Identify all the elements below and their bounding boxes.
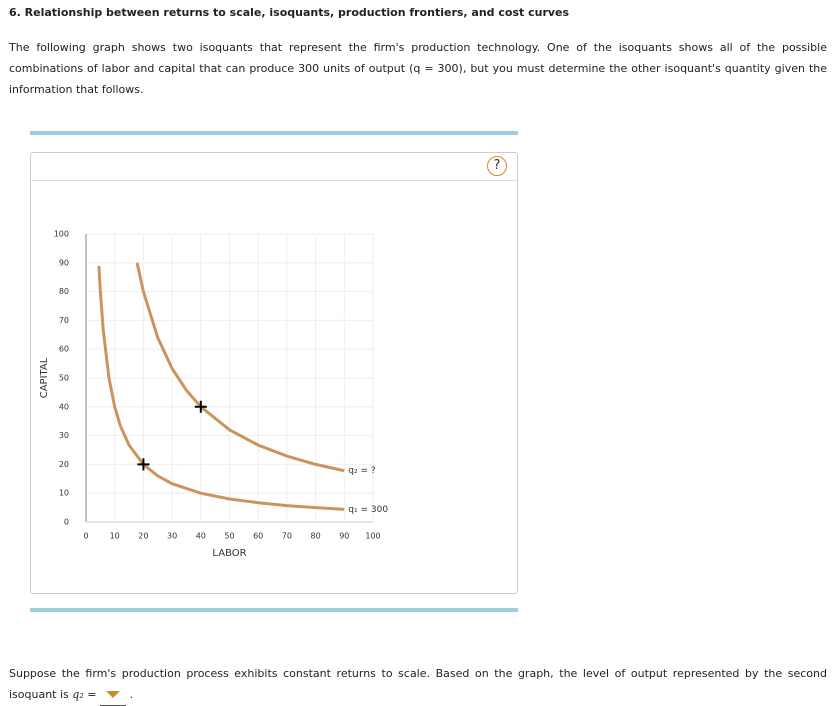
answer-label: q₂ = — [72, 688, 97, 701]
chart: 0 10 20 30 40 50 60 70 80 90 100 0 10 20 30 40 50 60 70 80 9… — [39, 230, 388, 560]
y-tick-label: 0 — [64, 518, 69, 527]
y-tick-label: 40 — [59, 402, 69, 411]
x-tick-label: 90 — [339, 532, 349, 541]
x-tick-label: 100 — [365, 532, 380, 541]
x-tick-label: 0 — [83, 532, 88, 541]
x-tick-label: 40 — [196, 532, 206, 541]
y-tick-label: 90 — [59, 258, 69, 267]
y-tick-label: 80 — [59, 287, 69, 296]
y-tick-label: 60 — [59, 345, 69, 354]
isoquant — [135, 262, 345, 473]
answer-dropdown[interactable] — [99, 684, 126, 706]
graph-panel — [30, 152, 518, 594]
intro-text: The following graph shows two isoquants … — [9, 41, 827, 96]
question-title: 6. Relationship between returns to scale… — [9, 6, 570, 19]
panel-header — [31, 153, 517, 181]
series-label: q₂ = ? — [348, 466, 376, 476]
divider — [30, 131, 518, 135]
isoquant — [97, 265, 345, 511]
x-tick-label: 50 — [224, 532, 234, 541]
x-tick-label: 30 — [167, 532, 177, 541]
x-tick-label: 80 — [311, 532, 321, 541]
divider — [30, 608, 518, 612]
question-body: Suppose the firm's production process ex… — [9, 667, 827, 701]
y-tick-label: 20 — [59, 460, 69, 469]
y-tick-label: 100 — [54, 230, 69, 239]
point-marker — [194, 400, 207, 413]
y-tick-label: 10 — [59, 489, 69, 498]
point-marker — [137, 458, 150, 471]
x-tick-label: 60 — [253, 532, 263, 541]
x-tick-label: 10 — [110, 532, 120, 541]
help-button[interactable]: ? — [487, 156, 507, 176]
y-tick-label: 70 — [59, 316, 69, 325]
x-axis-label: LABOR — [212, 548, 246, 559]
y-tick-label: 50 — [59, 374, 69, 383]
y-axis-label: CAPITAL — [39, 357, 50, 398]
x-tick-label: 70 — [282, 532, 292, 541]
x-tick-label: 20 — [138, 532, 148, 541]
y-tick-label: 30 — [59, 431, 69, 440]
series-label: q₁ = 300 — [348, 505, 388, 515]
question-text: Suppose the firm's production process ex… — [9, 663, 827, 706]
